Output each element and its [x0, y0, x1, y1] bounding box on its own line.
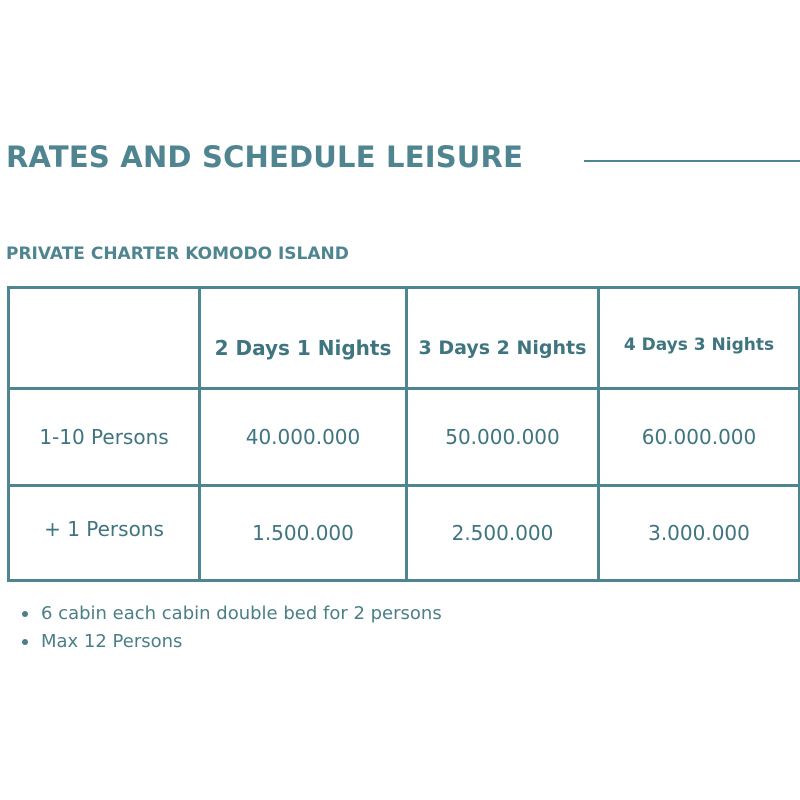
rates-table: 2 Days 1 Nights 3 Days 2 Nights 4 Days 3…: [7, 285, 800, 582]
row-label: + 1 Persons: [7, 484, 201, 582]
list-item: 6 cabin each cabin double bed for 2 pers…: [22, 600, 442, 628]
row-label: 1-10 Persons: [7, 387, 201, 488]
column-header-4d3n: 4 Days 3 Nights: [597, 285, 800, 391]
corner-cell: [7, 285, 201, 391]
price-cell: 2.500.000: [405, 484, 600, 582]
note-text: Max 12 Persons: [41, 631, 183, 652]
bullet-icon: [22, 611, 28, 617]
section-subtitle: PRIVATE CHARTER KOMODO ISLAND: [6, 244, 349, 264]
price-cell: 1.500.000: [198, 484, 408, 582]
price-cell: 60.000.000: [597, 387, 800, 488]
price-cell: 3.000.000: [597, 484, 800, 582]
column-header-3d2n: 3 Days 2 Nights: [405, 285, 600, 391]
table-row: + 1 Persons 1.500.000 2.500.000 3.000.00…: [7, 484, 800, 582]
notes-list: 6 cabin each cabin double bed for 2 pers…: [22, 600, 442, 656]
bullet-icon: [22, 639, 28, 645]
title-divider: [584, 160, 800, 162]
price-cell: 40.000.000: [198, 387, 408, 488]
list-item: Max 12 Persons: [22, 628, 442, 656]
column-header-2d1n: 2 Days 1 Nights: [198, 285, 408, 391]
table-row: 1-10 Persons 40.000.000 50.000.000 60.00…: [7, 387, 800, 488]
table-header-row: 2 Days 1 Nights 3 Days 2 Nights 4 Days 3…: [7, 285, 800, 391]
note-text: 6 cabin each cabin double bed for 2 pers…: [41, 603, 442, 624]
page-title: RATES AND SCHEDULE LEISURE: [6, 140, 524, 174]
price-cell: 50.000.000: [405, 387, 600, 488]
